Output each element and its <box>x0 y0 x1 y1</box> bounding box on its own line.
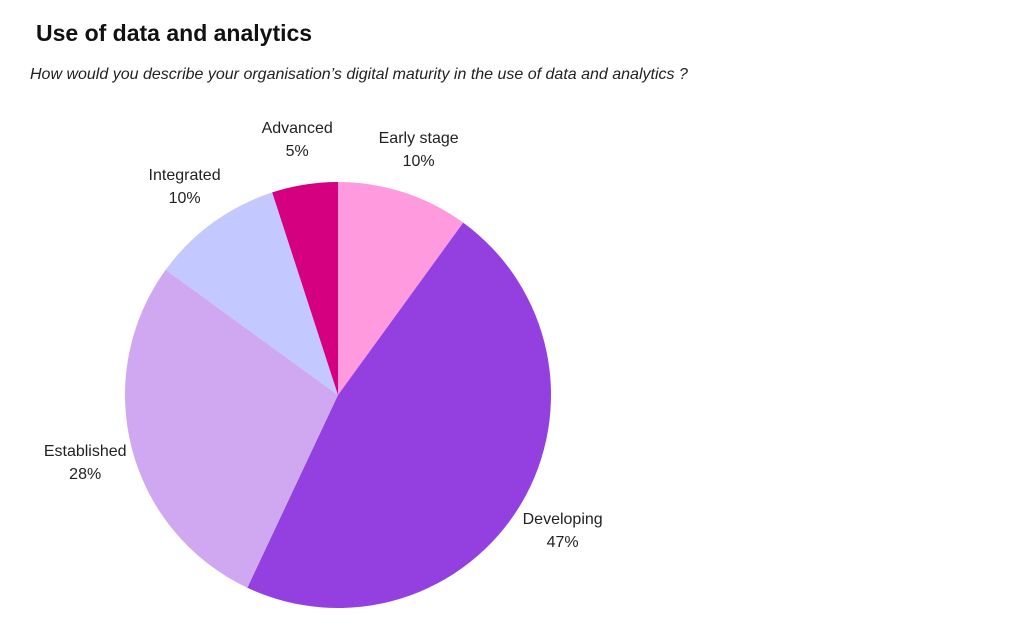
pie-label-value: 28% <box>69 466 101 483</box>
pie-label-name: Developing <box>523 511 603 528</box>
pie-label-name: Early stage <box>379 130 459 147</box>
pie-label-name: Established <box>44 443 127 460</box>
pie-label-name: Integrated <box>149 167 221 184</box>
pie-label-name: Advanced <box>262 120 333 137</box>
chart-title: Use of data and analytics <box>36 20 313 46</box>
pie-slice-integrated <box>165 192 338 395</box>
pie-slice-established <box>124 269 338 588</box>
pie-slice-advanced <box>272 182 338 395</box>
pie-label-early-stage: Early stage 10% <box>379 130 459 170</box>
pie-slices <box>124 182 551 608</box>
chart-subtitle: How would you describe your organisation… <box>30 66 688 83</box>
pie-label-value: 10% <box>169 190 201 207</box>
pie-slice-developing <box>247 222 551 608</box>
pie-label-value: 47% <box>547 534 579 551</box>
pie-slice-early-stage <box>338 182 464 395</box>
pie-label-value: 10% <box>403 153 435 170</box>
pie-labels: Early stage 10% Developing 47% Established 28… <box>44 120 603 551</box>
pie-label-advanced: Advanced 5% <box>262 120 333 160</box>
pie-label-established: Established 28% <box>44 443 127 483</box>
pie-label-developing: Developing 47% <box>523 511 603 551</box>
pie-label-integrated: Integrated 10% <box>149 167 221 207</box>
pie-label-value: 5% <box>286 143 309 160</box>
